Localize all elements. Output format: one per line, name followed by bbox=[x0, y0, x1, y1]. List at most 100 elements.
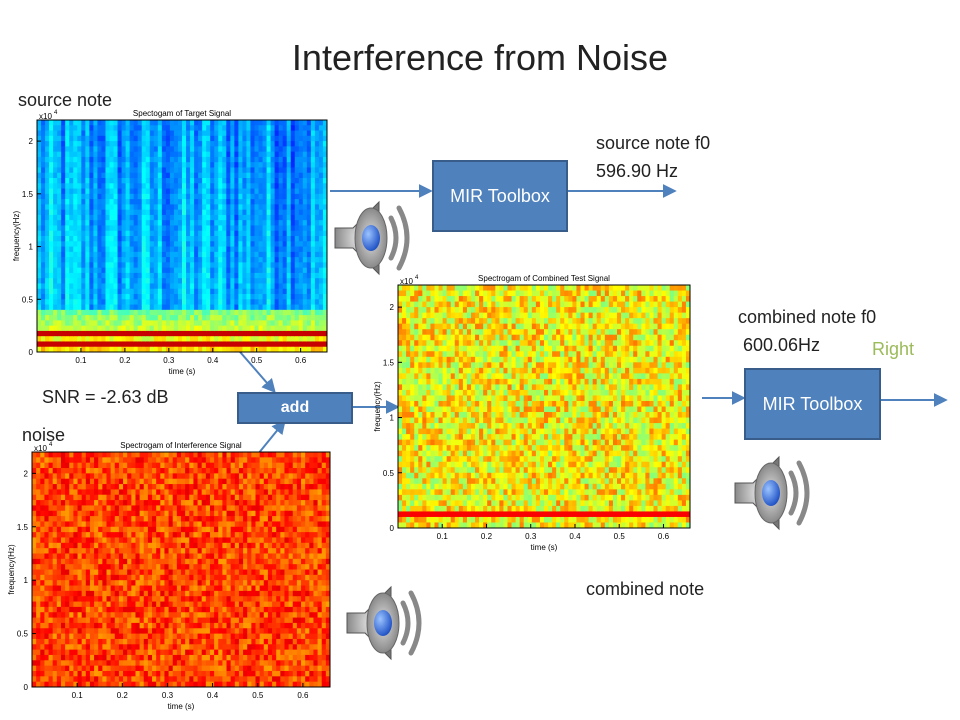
spectrogram-cell bbox=[270, 267, 276, 274]
spectrogram-cell bbox=[556, 296, 561, 303]
spectrogram-cell bbox=[125, 315, 131, 321]
spectrogram-cell bbox=[37, 267, 42, 274]
spectrogram-cell bbox=[266, 341, 272, 348]
spectrogram-cell bbox=[53, 230, 58, 237]
spectrogram-cell bbox=[410, 450, 415, 457]
spectrogram-cell bbox=[258, 283, 264, 290]
spectrogram-cell bbox=[270, 125, 276, 132]
spectrogram-cell bbox=[53, 120, 58, 126]
spectrogram-cell bbox=[173, 278, 179, 284]
spectrogram-cell bbox=[552, 367, 557, 374]
spectrogram-cell bbox=[177, 178, 183, 184]
spectrogram-cell bbox=[294, 257, 300, 263]
spectrogram-cell bbox=[161, 315, 167, 321]
spectrogram-cell bbox=[81, 125, 86, 132]
spectrogram-cell bbox=[487, 373, 492, 380]
spectrogram-cell bbox=[314, 151, 320, 158]
spectrogram-cell bbox=[81, 178, 86, 184]
spectrogram-cell bbox=[442, 367, 448, 374]
spectrogram-cell bbox=[507, 334, 513, 341]
spectrogram-cell bbox=[462, 472, 468, 479]
spectrogram-cell bbox=[182, 214, 187, 221]
spectrogram-cell bbox=[202, 120, 207, 126]
spectrogram-cell bbox=[194, 330, 199, 337]
spectrogram-cell bbox=[45, 262, 50, 269]
spectrogram-cell bbox=[418, 428, 423, 435]
spectrogram-cell bbox=[45, 130, 50, 137]
spectrogram-cell bbox=[234, 225, 239, 232]
spectrogram-cell bbox=[137, 304, 143, 311]
spectrogram-cell bbox=[462, 285, 468, 292]
spectrogram-cell bbox=[556, 400, 561, 407]
spectrogram-cell bbox=[422, 318, 427, 325]
spectrogram-cell bbox=[290, 172, 296, 179]
spectrogram-cell bbox=[418, 467, 423, 474]
spectrogram-cell bbox=[523, 450, 529, 457]
spectrogram-cell bbox=[194, 246, 199, 253]
spectrogram-cell bbox=[149, 309, 155, 316]
spectrogram-cell bbox=[556, 384, 561, 391]
spectrogram-cell bbox=[186, 341, 191, 348]
spectrogram-cell bbox=[125, 341, 131, 348]
spectrogram-cell bbox=[511, 334, 517, 341]
spectrogram-cell bbox=[298, 209, 304, 216]
spectrogram-cell bbox=[81, 209, 86, 216]
spectrogram-cell bbox=[242, 230, 247, 237]
spectrogram-cell bbox=[483, 467, 488, 474]
spectrogram-cell bbox=[125, 267, 131, 274]
spectrogram-cell bbox=[519, 323, 525, 330]
spectrogram-cell bbox=[406, 378, 411, 385]
slide-title: Interference from Noise bbox=[292, 37, 668, 78]
spectrogram-cell bbox=[246, 294, 251, 300]
spectrogram-cell bbox=[238, 172, 243, 179]
spectrogram-cell bbox=[254, 320, 260, 327]
spectrogram-cell bbox=[527, 318, 533, 325]
x-tick-label: 0.3 bbox=[163, 356, 175, 365]
spectrogram-cell bbox=[503, 400, 508, 407]
spectrogram-cell bbox=[101, 241, 106, 248]
spectrogram-cell bbox=[246, 209, 251, 216]
spectrogram-cell bbox=[262, 141, 268, 147]
spectrogram-cell bbox=[318, 330, 324, 337]
spectrogram-cell bbox=[198, 125, 203, 132]
spectrogram-cell bbox=[198, 172, 203, 179]
spectrogram-cell bbox=[544, 367, 549, 374]
spectrogram-cell bbox=[85, 236, 90, 242]
spectrogram-cell bbox=[402, 428, 407, 435]
spectrogram-cell bbox=[226, 341, 231, 348]
spectrogram-cell bbox=[238, 330, 243, 337]
spectrogram-cell bbox=[81, 188, 86, 195]
spectrogram-cell bbox=[65, 325, 70, 332]
speaker-icon[interactable] bbox=[335, 202, 407, 274]
spectrogram-cell bbox=[125, 188, 131, 195]
spectrogram-cell bbox=[157, 336, 163, 342]
spectrogram-cell bbox=[61, 230, 66, 237]
spectrogram-cell bbox=[37, 183, 42, 190]
spectrogram-cell bbox=[77, 336, 82, 342]
spectrogram-cell bbox=[157, 283, 163, 290]
spectrogram-cell bbox=[97, 294, 102, 300]
spectrogram-cell bbox=[426, 345, 431, 352]
spectrogram-cell bbox=[177, 125, 183, 132]
spectrogram-cell bbox=[258, 309, 264, 316]
spectrogram-cell bbox=[93, 241, 98, 248]
spectrogram-cell bbox=[503, 296, 508, 303]
spectrogram-cell bbox=[499, 307, 504, 314]
spectrogram-cell bbox=[282, 257, 288, 263]
speaker-icon[interactable] bbox=[347, 587, 419, 659]
spectrogram-cell bbox=[198, 167, 203, 174]
spectrogram-cell bbox=[198, 188, 203, 195]
spectrogram-cell bbox=[402, 505, 407, 512]
spectrogram-cell bbox=[495, 285, 500, 292]
spectrogram-cell bbox=[238, 309, 243, 316]
spectrogram-cell bbox=[222, 188, 227, 195]
spectrogram-cell bbox=[499, 356, 504, 363]
spectrogram-cell bbox=[302, 336, 308, 342]
spectrogram-cell bbox=[246, 204, 251, 211]
speaker-icon[interactable] bbox=[735, 457, 807, 529]
spectrogram-cell bbox=[442, 522, 448, 529]
spectrogram-cell bbox=[548, 461, 553, 468]
spectrogram-cell bbox=[69, 272, 74, 279]
spectrogram-cell bbox=[430, 500, 435, 507]
spectrogram-cell bbox=[101, 151, 106, 158]
